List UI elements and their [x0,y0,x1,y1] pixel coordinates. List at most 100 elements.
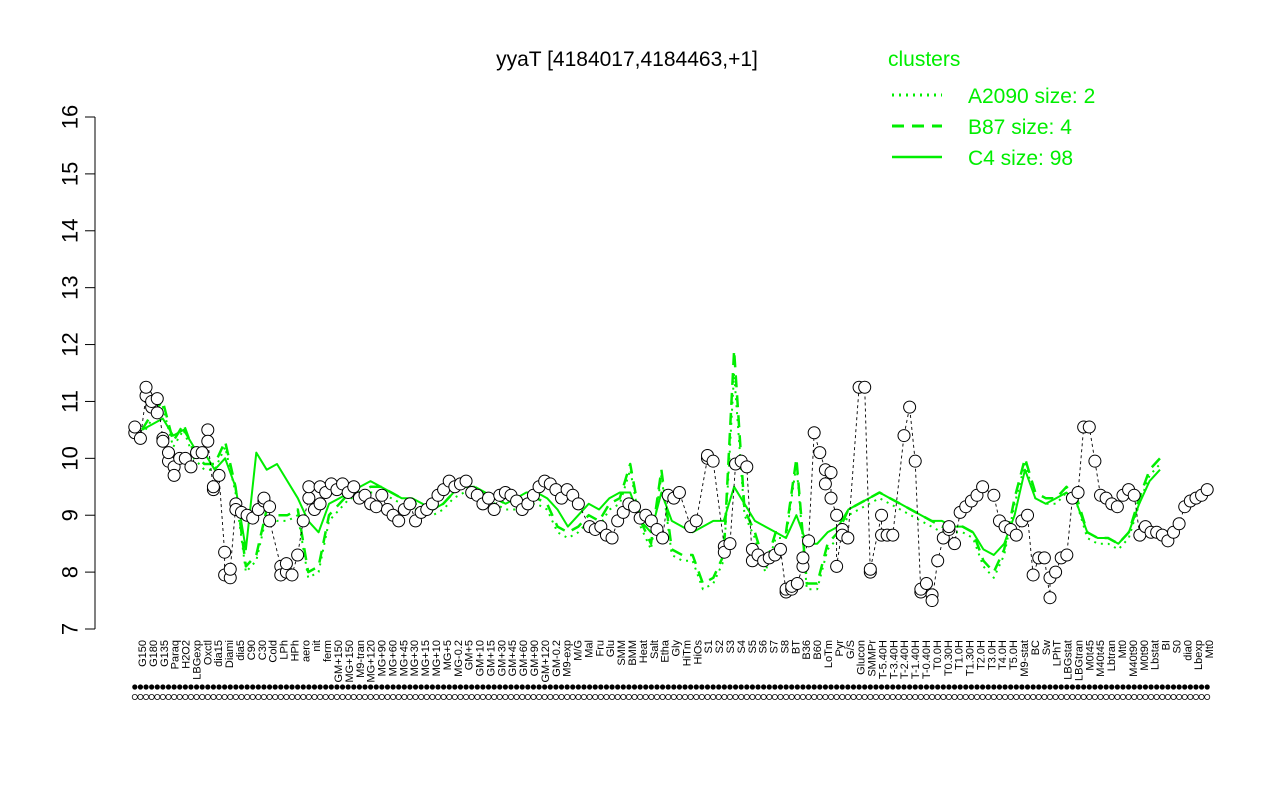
x-rug-mark [334,684,340,690]
x-rug-mark [704,684,711,690]
x-rug-mark [1008,684,1014,690]
x-rug-mark [744,684,750,690]
x-rug-mark [1064,684,1070,690]
x-rug-mark [345,684,351,690]
x-rug-mark [794,684,800,690]
x-rug-mark [177,684,183,690]
x-rug-mark [1103,694,1110,701]
x-rug-mark [322,694,329,701]
x-rug-mark [1165,684,1171,690]
x-rug-mark [1097,694,1104,701]
x-rug-mark [227,684,233,690]
x-rug-mark [581,684,587,690]
data-point [897,429,911,443]
data-point [796,551,810,565]
x-rug-mark [289,684,295,690]
x-rug-mark [946,684,952,690]
x-rug-mark [850,694,857,701]
x-rug-mark [255,684,261,690]
x-rug-mark [131,694,138,701]
x-rug-mark [811,694,818,701]
x-tick-label: H2O2 [181,640,193,669]
x-tick-label: T2.0H [975,640,987,670]
x-rug-mark [440,694,447,701]
x-tick-label: Mal [583,640,595,658]
x-rug-mark [143,684,149,690]
x-rug-mark [671,684,677,690]
x-rug-mark [165,694,172,701]
x-tick-label: GM-0.2 [551,640,563,677]
x-rug-mark [620,694,627,701]
data-point [150,392,164,406]
x-rug-mark [182,684,188,690]
y-tick-label: 16 [58,105,83,129]
data-point [1026,568,1040,582]
x-rug-mark [323,684,329,690]
x-rug-mark [244,694,251,701]
x-rug-mark [699,684,705,690]
x-rug-mark [367,694,374,701]
x-tick-label: S5 [747,640,759,653]
x-rug-mark [205,684,211,690]
x-rug-mark [828,684,834,690]
x-rug-mark [743,694,750,701]
x-rug-mark [1030,684,1036,690]
x-tick-label: Lbtran [1106,640,1118,671]
x-rug-mark [485,694,492,701]
data-point [302,480,316,494]
x-tick-label: Gly [671,640,683,657]
legend-label: A2090 size: 2 [968,85,1095,108]
x-rug-mark [968,684,974,690]
x-rug-mark [659,684,666,690]
x-rug-mark [463,694,470,701]
x-tick-label: M/G [573,640,585,661]
data-point [218,545,232,559]
x-rug-mark [688,684,694,690]
x-rug-mark [817,684,823,690]
x-rug-mark [1086,694,1093,701]
data-points [128,380,1214,608]
x-tick-label: Cold [268,640,280,663]
x-rug-mark [508,684,514,690]
x-rug-mark [586,684,593,690]
x-rug-mark [311,684,318,690]
x-rug-mark [1176,684,1182,690]
data-point [987,488,1001,502]
x-rug-mark [985,694,992,701]
data-point [1082,420,1096,434]
x-rug-mark [772,684,778,690]
y-tick-label: 8 [58,566,83,578]
x-rug-mark [441,684,447,690]
x-rug-mark [789,684,795,690]
data-point [773,542,787,556]
x-rug-mark [862,684,868,690]
x-rug-mark [171,684,177,690]
x-rug-mark [738,684,744,690]
data-point [128,420,142,434]
x-rug-mark [564,694,571,701]
x-rug-mark [889,694,896,701]
x-rug-mark [474,694,481,701]
x-rug-mark [957,684,963,690]
x-rug-mark [990,694,997,701]
x-rug-mark [1131,684,1137,690]
x-rug-mark [1069,694,1076,701]
x-rug-mark [283,684,290,690]
x-rug-mark [333,694,340,701]
x-tick-label: GM+15 [485,640,497,676]
data-point [1009,528,1023,542]
x-tick-label: T4.0H [997,640,1009,670]
x-rug-mark [159,694,166,701]
x-rug-mark [317,694,324,701]
x-rug-mark [1142,694,1149,701]
x-rug-mark [586,694,593,701]
x-rug-mark [542,684,548,690]
x-rug-mark [721,694,728,701]
x-rug-mark [351,684,357,690]
x-tick-label: BT [790,640,802,654]
x-rug-mark [1035,694,1042,701]
x-rug-mark [710,684,716,690]
x-tick-label: BC [1030,640,1042,655]
x-rug-mark [233,684,239,690]
